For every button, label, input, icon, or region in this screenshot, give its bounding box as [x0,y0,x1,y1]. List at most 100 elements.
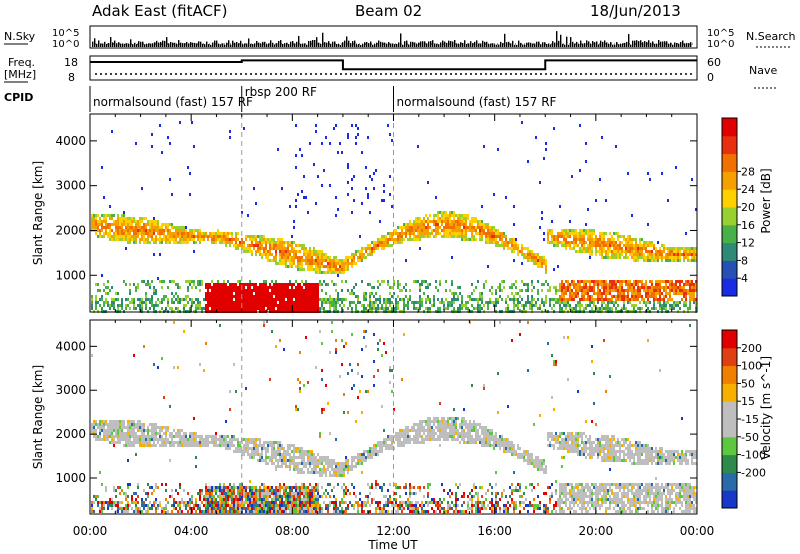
noise-bar [500,41,502,47]
range-gate-cell [121,298,123,301]
range-gate-cell [665,301,667,304]
colorbar-swatch [722,189,737,208]
range-gate-cell [427,235,429,238]
range-gate-cell [599,295,601,298]
range-gate-cell [123,223,125,226]
range-gate-cell [245,307,247,310]
range-gate-cell [319,250,321,253]
range-gate-cell [441,298,443,301]
range-gate-cell [649,292,651,295]
range-gate-cell [205,292,207,295]
range-gate-cell [287,250,289,253]
range-gate-cell [577,286,579,289]
range-gate-cell [219,489,221,492]
range-gate-cell [281,187,283,190]
range-gate-cell [533,262,535,265]
range-gate-cell [315,259,317,262]
range-gate-cell [165,241,167,244]
range-gate-cell [197,307,199,310]
range-gate-cell [601,301,603,304]
range-gate-cell [559,304,561,307]
range-gate-cell [453,232,455,235]
range-gate-cell [109,304,111,307]
range-gate-cell [671,280,673,283]
range-gate-cell [693,283,695,286]
range-gate-cell [155,507,157,510]
range-gate-cell [625,295,627,298]
range-gate-cell [553,235,555,238]
range-gate-cell [211,235,213,238]
range-gate-cell [187,232,189,235]
range-gate-cell [355,136,357,139]
range-gate-cell [637,259,639,262]
range-gate-cell [337,208,339,211]
range-gate-cell [143,432,145,435]
freq-right-tick-top: 60 [707,56,721,69]
noise-bar [530,42,532,47]
range-gate-cell [265,280,267,283]
range-gate-cell [603,232,605,235]
range-gate-cell [583,298,585,301]
range-gate-cell [333,265,335,268]
range-gate-cell [415,226,417,229]
noise-bar [262,41,264,47]
range-gate-cell [137,486,139,489]
range-gate-cell [279,304,281,307]
range-gate-cell [125,435,127,438]
range-gate-cell [217,510,219,513]
range-gate-cell [325,298,327,301]
range-gate-cell [353,262,355,265]
range-gate-cell [179,510,181,513]
range-gate-cell [501,238,503,241]
range-gate-cell [459,292,461,295]
range-gate-cell [681,286,683,289]
range-gate-cell [609,238,611,241]
range-gate-cell [167,241,169,244]
range-gate-cell [283,292,285,295]
range-gate-cell [97,504,99,507]
range-gate-cell [287,304,289,307]
range-gate-cell [409,229,411,232]
range-gate-cell [215,232,217,235]
range-gate-cell [129,426,131,429]
range-gate-cell [305,259,307,262]
range-gate-cell [351,256,353,259]
range-gate-cell [583,295,585,298]
range-gate-cell [343,265,345,268]
range-gate-cell [395,304,397,307]
noise-bar [256,40,258,47]
range-gate-cell [627,301,629,304]
range-gate-cell [573,247,575,250]
range-gate-cell [305,298,307,301]
range-gate-cell [113,441,115,444]
range-gate-cell [619,289,621,292]
range-gate-cell [671,304,673,307]
range-gate-cell [303,244,305,247]
range-gate-cell [409,223,411,226]
range-gate-cell [319,298,321,301]
range-gate-cell [581,238,583,241]
range-gate-cell [635,241,637,244]
noise-bar [120,43,122,47]
range-gate-cell [479,307,481,310]
range-gate-cell [141,220,143,223]
range-gate-cell [435,226,437,229]
range-gate-cell [173,295,175,298]
range-gate-cell [139,301,141,304]
range-gate-cell [181,444,183,447]
range-gate-cell [229,441,231,444]
range-gate-cell [171,280,173,283]
range-gate-cell [303,259,305,262]
range-gate-cell [127,501,129,504]
range-gate-cell [321,304,323,307]
range-gate-cell [255,304,257,307]
range-gate-cell [615,307,617,310]
range-gate-cell [277,241,279,244]
range-gate-cell [197,441,199,444]
range-gate-cell [227,280,229,283]
range-gate-cell [511,292,513,295]
range-gate-cell [279,244,281,247]
range-gate-cell [585,250,587,253]
range-gate-cell [451,211,453,214]
range-gate-cell [215,307,217,310]
